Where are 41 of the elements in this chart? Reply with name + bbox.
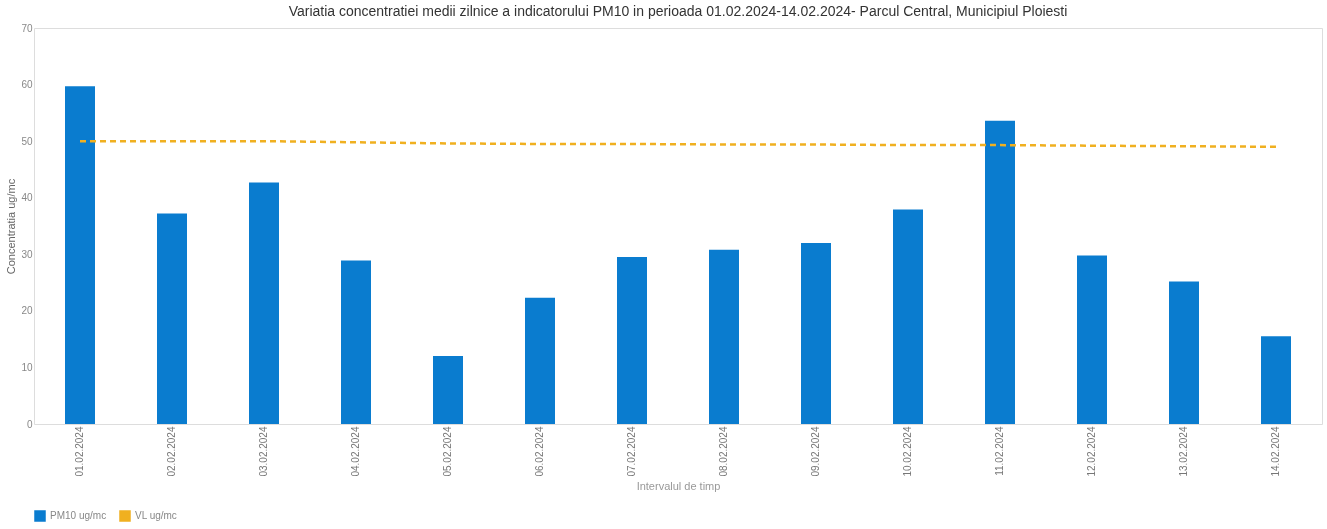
bar <box>801 242 831 424</box>
x-tick-label: 12.02.2024 <box>1086 426 1097 477</box>
x-tick-label: 08.02.2024 <box>718 426 729 477</box>
y-tick-label: 40 <box>21 192 33 204</box>
bar <box>525 297 555 424</box>
x-tick-label: 05.02.2024 <box>442 426 453 477</box>
bar <box>893 209 923 424</box>
y-tick-label: 20 <box>21 305 33 317</box>
y-tick-label: 0 <box>26 418 33 430</box>
bar <box>249 182 279 424</box>
legend-label: PM10 ug/mc <box>50 510 107 521</box>
chart-title: Variatia concentratiei medii zilnice a indicatorului PM10 in perioada 01.02.2024-14.02.2024- Parcul Central, Municipiul Ploiesti <box>288 3 1068 19</box>
x-tick-label: 14.02.2024 <box>1270 426 1281 477</box>
bar <box>1077 255 1107 424</box>
bar <box>1169 281 1199 424</box>
x-tick-label: 07.02.2024 <box>626 426 637 477</box>
x-tick-label: 02.02.2024 <box>166 426 177 477</box>
y-tick-label: 70 <box>21 22 33 34</box>
bar <box>433 356 463 424</box>
bar <box>65 86 95 424</box>
x-tick-label: 03.02.2024 <box>258 426 269 477</box>
y-tick-label: 30 <box>21 248 33 260</box>
bar <box>1261 336 1291 424</box>
y-axis-title: Concentratia ug/mc <box>5 178 18 275</box>
y-tick-label: 60 <box>21 79 33 91</box>
bar <box>985 120 1015 424</box>
x-tick-label: 01.02.2024 <box>74 426 85 477</box>
bar <box>341 260 371 424</box>
x-tick-label: 09.02.2024 <box>810 426 821 477</box>
x-tick-label: 13.02.2024 <box>1178 426 1189 477</box>
y-tick-label: 10 <box>21 361 33 373</box>
y-tick-label: 50 <box>21 135 33 147</box>
x-tick-label: 04.02.2024 <box>350 426 361 477</box>
x-tick-label: 11.02.2024 <box>994 426 1005 476</box>
bar <box>617 257 647 424</box>
x-tick-label: 10.02.2024 <box>902 426 913 477</box>
x-tick-label: 06.02.2024 <box>534 426 545 477</box>
bar <box>157 213 187 424</box>
x-axis-title: Intervalul de timp <box>636 479 721 492</box>
bar <box>709 249 739 424</box>
legend-label: VL ug/mc <box>135 510 177 521</box>
